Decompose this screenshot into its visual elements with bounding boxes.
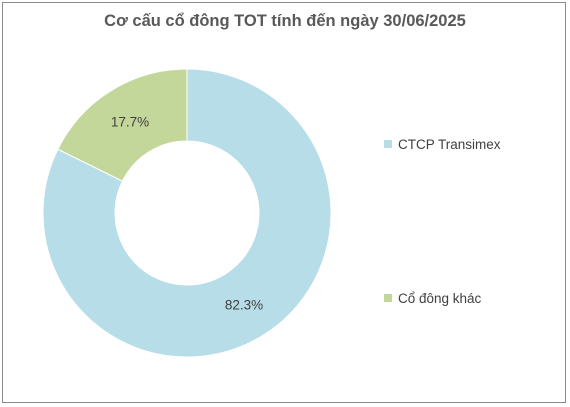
slice-label-co-dong-khac: 17.7%: [111, 114, 149, 129]
slice-labels: 82.3% 17.7%: [111, 114, 263, 312]
legend-label-co-dong-khac: Cổ đông khác: [398, 290, 482, 306]
slice-ctcp-transimex: [42, 68, 332, 358]
legend-swatch-ctcp-transimex: [384, 140, 392, 148]
legend-item-co-dong-khac: Cổ đông khác: [384, 290, 481, 306]
donut-slices: [42, 68, 332, 358]
chart-title: Cơ cấu cổ đông TOT tính đến ngày 30/06/2…: [104, 12, 466, 30]
slice-co-dong-khac: [57, 68, 188, 182]
legend-item-ctcp-transimex: CTCP Transimex: [384, 136, 501, 152]
legend-label-ctcp-transimex: CTCP Transimex: [398, 136, 501, 152]
slice-label-ctcp-transimex: 82.3%: [225, 298, 263, 313]
legend-swatch-co-dong-khac: [384, 294, 392, 302]
